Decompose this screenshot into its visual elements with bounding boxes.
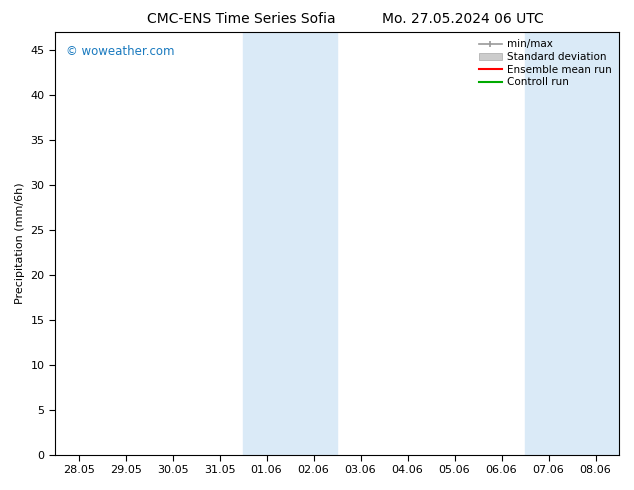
Bar [243, 32, 337, 455]
Y-axis label: Precipitation (mm/6h): Precipitation (mm/6h) [15, 183, 25, 304]
Bar [525, 32, 619, 455]
Text: CMC-ENS Time Series Sofia: CMC-ENS Time Series Sofia [146, 12, 335, 26]
Legend: min/max, Standard deviation, Ensemble mean run, Controll run: min/max, Standard deviation, Ensemble me… [477, 37, 614, 89]
Text: Mo. 27.05.2024 06 UTC: Mo. 27.05.2024 06 UTC [382, 12, 544, 26]
Text: © woweather.com: © woweather.com [67, 45, 175, 58]
